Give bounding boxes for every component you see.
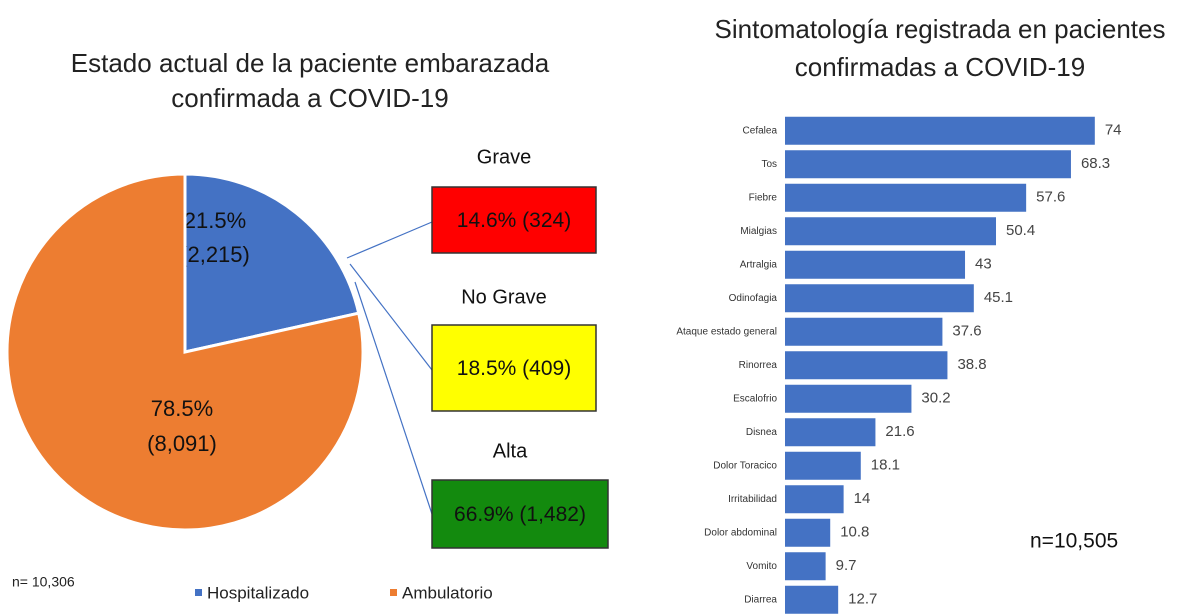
status-box [431,324,597,412]
bar-title: Sintomatología registrada en pacientes c… [714,14,1166,82]
value-label: 74 [1105,122,1122,139]
category-label: Escalofrio [733,393,777,404]
value-label: 14 [854,490,871,507]
pie-slice [5,172,365,532]
category-label: Vomito [746,561,777,572]
category-label: Cefalea [743,125,778,136]
value-label: 38.8 [957,356,986,373]
value-label: 43 [975,256,992,273]
value-label: 12.7 [848,591,877,608]
value-label: 45.1 [984,289,1013,306]
bar [785,116,1095,145]
slice-label: 21.5% [184,208,246,233]
bar [785,384,912,413]
bar [785,150,1071,179]
legend-label: Hospitalizado [207,583,309,602]
value-label: 21.6 [885,423,914,440]
value-label: 57.6 [1036,189,1065,206]
note: n=10,505 [1030,530,1118,553]
category-label: Odinofagia [729,293,778,304]
category-label: Disnea [746,427,778,438]
value-label: 37.6 [952,323,981,340]
value-label: 68.3 [1081,155,1110,172]
category-label: Dolor Toracico [713,460,777,471]
bar [785,518,831,547]
connector [346,221,433,259]
box-label: 14.6% (324) [456,208,572,232]
box-label: 66.9% (1,482) [454,502,586,526]
legend-swatch [195,589,202,596]
slice-count: (8,091) [147,431,217,456]
pie-slice [183,172,361,354]
category-label: Irritabilidad [728,494,777,505]
bar [785,317,943,346]
value-label: 10.8 [840,524,869,541]
value-label: 30.2 [921,390,950,407]
category-label: Tos [761,159,777,170]
bar [785,284,974,313]
bar [785,183,1027,212]
connector [354,281,433,515]
note: n= 10,306 [12,574,75,590]
legend-swatch [390,589,397,596]
category-label: Dolor abdominal [704,527,777,538]
bar [785,552,826,581]
category-label: Rinorrea [739,360,778,371]
slice-label: 78.5% [151,396,213,421]
bar [785,418,876,447]
bar [785,217,997,246]
connector [349,263,433,371]
category-label: Artralgia [740,259,778,270]
box-heading: Alta [493,440,528,462]
status-box [431,186,597,254]
bar [785,250,966,279]
box-label: 18.5% (409) [456,356,572,380]
pie-title: Estado actual de la paciente embarazada … [70,48,550,113]
bar [785,485,844,514]
category-label: Fiebre [749,192,778,203]
box-heading: Grave [477,146,531,168]
value-label: 9.7 [836,557,857,574]
bar [785,451,861,480]
value-label: 18.1 [871,457,900,474]
slice-count: (2,215) [180,242,250,267]
category-label: Ataque estado general [676,326,777,337]
box-heading: No Grave [461,286,547,308]
category-label: Diarrea [744,594,777,605]
status-box [431,479,609,549]
category-label: Mialgias [740,226,777,237]
legend-label: Ambulatorio [402,583,493,602]
value-label: 50.4 [1006,222,1035,239]
bar [785,585,839,614]
bar [785,351,948,380]
